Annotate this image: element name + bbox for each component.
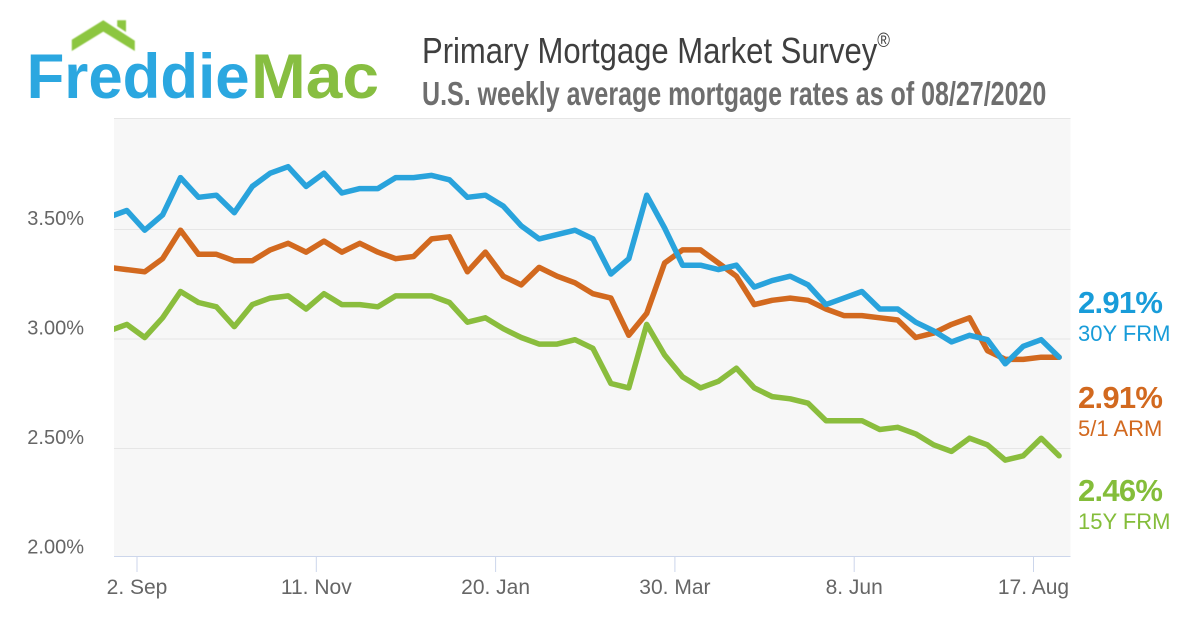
svg-text:3.00%: 3.00% (27, 318, 84, 340)
svg-text:Freddie: Freddie (27, 42, 250, 112)
svg-text:17. Aug: 17. Aug (998, 576, 1069, 599)
svg-text:2.00%: 2.00% (27, 537, 84, 559)
svg-text:3.50%: 3.50% (27, 208, 84, 230)
svg-text:8. Jun: 8. Jun (826, 576, 883, 599)
svg-text:30. Mar: 30. Mar (639, 576, 710, 599)
svg-text:20. Jan: 20. Jan (461, 576, 530, 599)
svg-text:2. Sep: 2. Sep (107, 576, 168, 599)
svg-text:Mac: Mac (251, 42, 379, 112)
svg-text:2.50%: 2.50% (27, 427, 84, 449)
svg-text:11. Nov: 11. Nov (281, 576, 352, 599)
